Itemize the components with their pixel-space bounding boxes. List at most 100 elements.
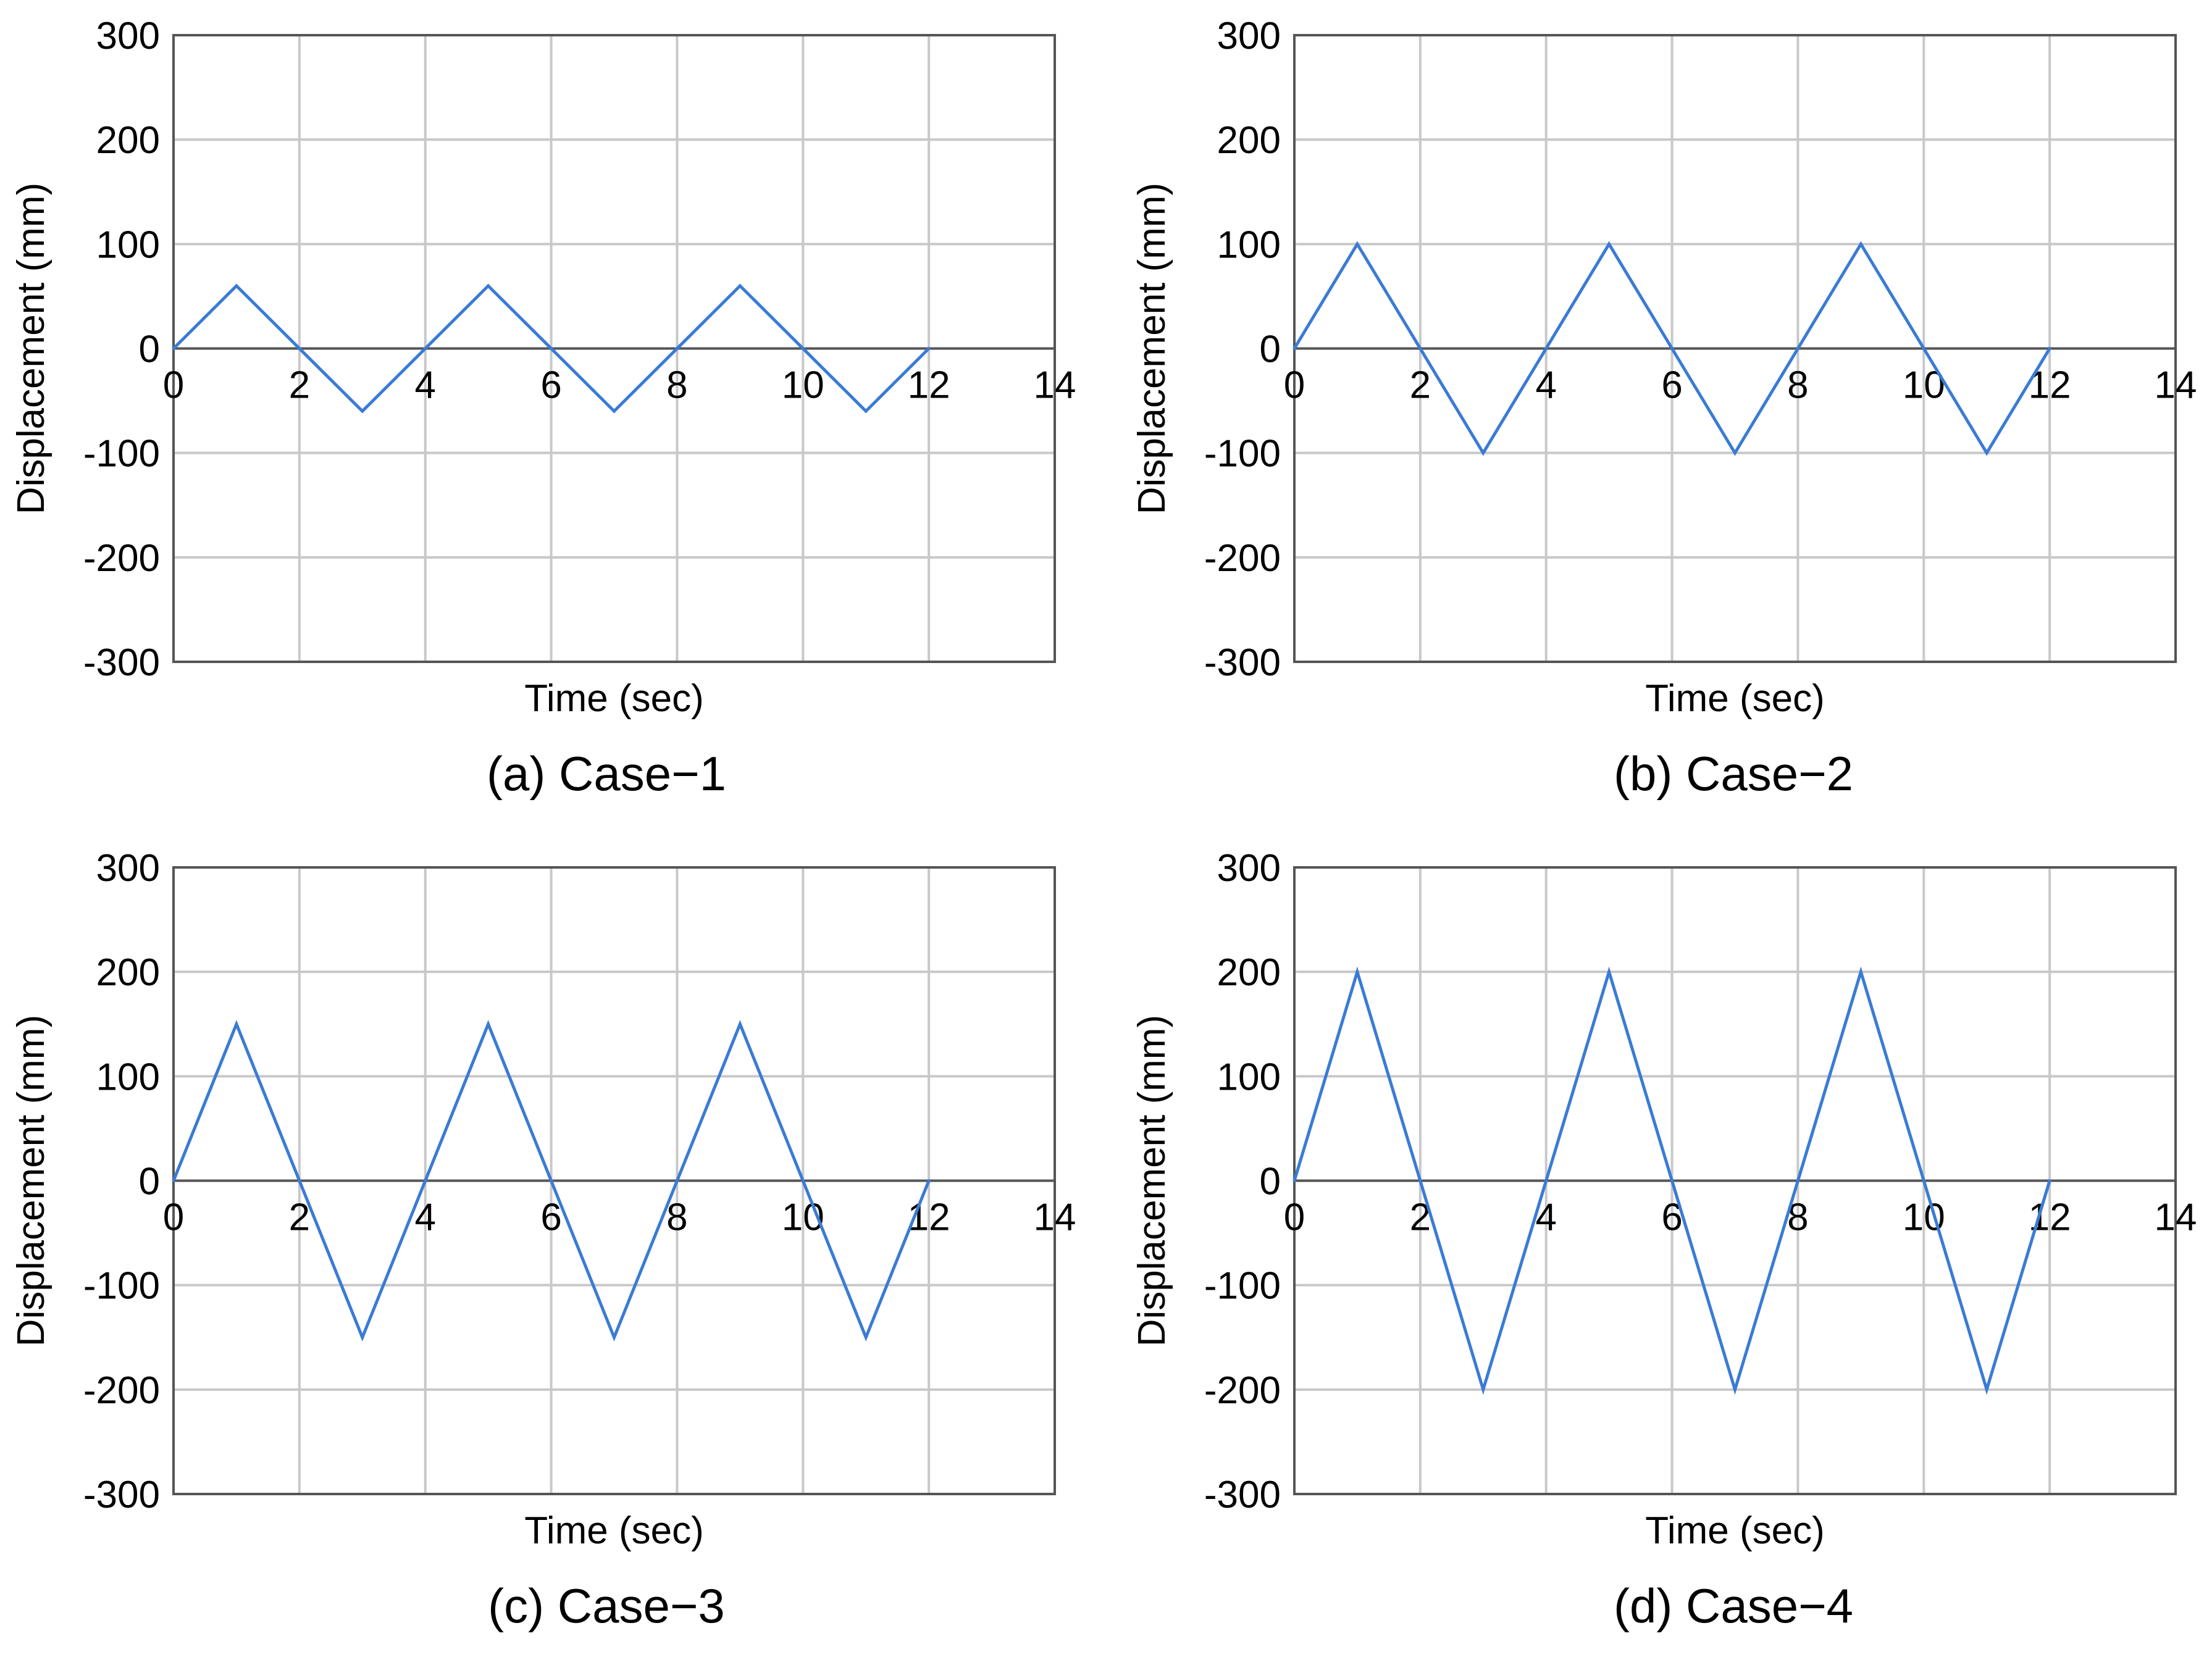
x-tick-label: 14	[1034, 1196, 1076, 1239]
y-tick-label: 300	[1217, 847, 1281, 890]
y-tick-label: 0	[1260, 328, 1281, 371]
x-tick-label: 14	[2155, 364, 2197, 407]
x-tick-label: 14	[2155, 1196, 2197, 1239]
y-tick-label: 200	[1217, 951, 1281, 994]
y-tick-label: 300	[96, 15, 160, 57]
x-axis-title: Time (sec)	[524, 1509, 703, 1552]
panel-caption: (a) Case−1	[487, 746, 726, 801]
y-tick-label: -200	[83, 1369, 160, 1412]
y-tick-label: 200	[1217, 119, 1281, 162]
data-point	[613, 1335, 616, 1339]
x-tick-label: 10	[782, 364, 824, 407]
series-line	[1292, 966, 2051, 1395]
y-tick-label: 100	[96, 1056, 160, 1098]
panel-caption: (d) Case−4	[1614, 1579, 1853, 1633]
data-point	[927, 1179, 931, 1182]
data-point	[738, 1022, 742, 1026]
y-tick-label: -200	[1204, 537, 1281, 580]
data-point	[864, 1335, 868, 1339]
y-tick-label: 0	[139, 1161, 160, 1203]
y-tick-label: -100	[1204, 433, 1281, 475]
y-tick-label: -100	[83, 433, 160, 475]
data-point	[927, 347, 931, 350]
panel-caption: (c) Case−3	[488, 1579, 725, 1633]
x-tick-label: 14	[1034, 364, 1076, 407]
y-tick-label: -300	[83, 641, 160, 684]
y-tick-label: 100	[1217, 223, 1281, 266]
y-tick-label: 100	[1217, 1056, 1281, 1098]
y-tick-label: -100	[1204, 1265, 1281, 1308]
data-point	[1607, 970, 1611, 974]
y-tick-label: -300	[1204, 1474, 1281, 1516]
data-point	[1733, 1388, 1737, 1392]
y-tick-label: 200	[96, 119, 160, 162]
x-tick-label: 0	[1284, 1196, 1305, 1239]
x-tick-label: 2	[289, 1196, 310, 1239]
y-tick-label: 200	[96, 951, 160, 994]
x-axis-title: Time (sec)	[524, 677, 703, 720]
data-point	[361, 1335, 364, 1339]
x-tick-label: 6	[1661, 364, 1682, 407]
data-point	[1985, 451, 1988, 455]
y-axis-title: Displacement (mm)	[10, 183, 52, 514]
data-point	[864, 409, 868, 413]
x-tick-label: 0	[163, 1196, 184, 1239]
x-tick-label: 8	[1787, 364, 1808, 407]
x-tick-label: 0	[1284, 364, 1305, 407]
series-line	[172, 1020, 931, 1342]
x-tick-label: 8	[666, 1196, 687, 1239]
data-point	[1481, 1388, 1485, 1392]
y-tick-label: 300	[1217, 15, 1281, 57]
x-tick-label: 4	[1535, 364, 1556, 407]
x-tick-label: 8	[666, 364, 687, 407]
data-point	[738, 284, 742, 288]
x-axis-title: Time (sec)	[1645, 1509, 1824, 1552]
x-tick-label: 12	[908, 364, 950, 407]
x-tick-label: 0	[163, 364, 184, 407]
data-point	[172, 347, 175, 350]
y-tick-label: -200	[1204, 1369, 1281, 1412]
data-point	[2048, 1179, 2051, 1182]
data-point	[361, 409, 364, 413]
data-point	[2048, 347, 2051, 350]
data-point	[613, 409, 616, 413]
data-point	[1859, 242, 1862, 246]
y-tick-label: 100	[96, 223, 160, 266]
x-axis-title: Time (sec)	[1645, 677, 1824, 720]
x-tick-label: 2	[289, 364, 310, 407]
y-tick-label: -300	[83, 1474, 160, 1516]
data-point	[1481, 451, 1485, 455]
data-point	[235, 284, 238, 288]
y-tick-label: 0	[139, 328, 160, 371]
data-point	[487, 1022, 490, 1026]
data-point	[1355, 970, 1359, 974]
data-point	[235, 1022, 238, 1026]
data-point	[172, 1179, 175, 1182]
y-axis-title: Displacement (mm)	[1131, 1015, 1173, 1346]
data-point	[1292, 347, 1296, 350]
x-tick-label: 4	[414, 1196, 435, 1239]
data-point	[487, 284, 490, 288]
panel-caption: (b) Case−2	[1614, 746, 1853, 801]
x-tick-label: 2	[1410, 364, 1431, 407]
y-tick-label: -100	[83, 1265, 160, 1308]
y-axis-title: Displacement (mm)	[10, 1015, 52, 1346]
series-line	[1292, 241, 2051, 456]
y-tick-label: -200	[83, 537, 160, 580]
data-point	[1355, 242, 1359, 246]
x-tick-label: 6	[540, 1196, 561, 1239]
data-point	[1607, 242, 1611, 246]
x-tick-label: 6	[540, 364, 561, 407]
series-line	[172, 283, 930, 414]
y-axis-title: Displacement (mm)	[1131, 183, 1173, 514]
y-tick-label: 0	[1260, 1161, 1281, 1203]
data-point	[1985, 1388, 1988, 1392]
data-point	[1733, 451, 1737, 455]
data-point	[1859, 970, 1862, 974]
data-point	[1292, 1179, 1296, 1182]
